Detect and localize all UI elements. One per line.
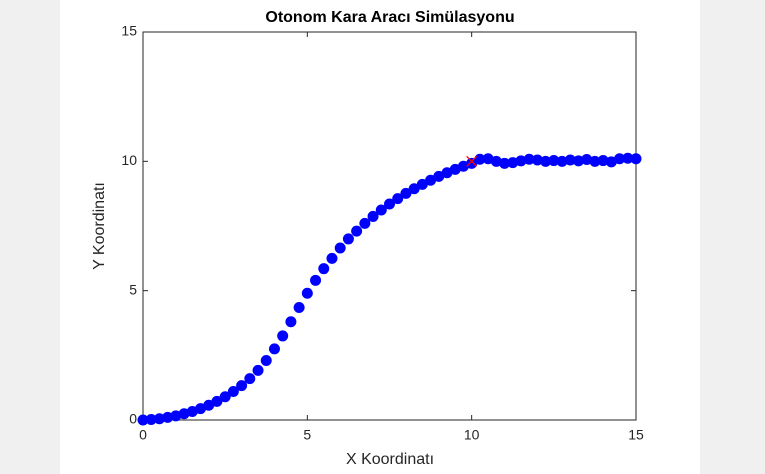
x-tick-label: 10 — [464, 427, 480, 443]
point — [310, 274, 322, 286]
y-tick-label: 10 — [121, 152, 137, 168]
y-tick-label: 0 — [129, 411, 137, 427]
point — [630, 153, 642, 165]
point — [318, 263, 330, 275]
point — [252, 364, 264, 376]
x-axis-label: X Koordinatı — [346, 451, 434, 468]
y-tick-label: 15 — [121, 23, 137, 39]
point — [244, 373, 256, 385]
x-tick-label: 5 — [303, 427, 311, 443]
point — [293, 301, 305, 313]
point — [384, 198, 395, 210]
plot-area — [142, 31, 637, 421]
point — [400, 187, 412, 199]
point — [326, 252, 338, 264]
y-axis-label: Y Koordinatı — [91, 182, 108, 270]
point — [367, 210, 379, 222]
target-marker — [466, 155, 478, 167]
point — [277, 330, 289, 342]
point — [211, 395, 223, 407]
point — [285, 316, 297, 328]
point — [260, 355, 272, 367]
point — [375, 204, 387, 216]
point — [342, 233, 354, 245]
point — [236, 380, 248, 392]
point — [301, 287, 313, 299]
point — [227, 386, 239, 398]
point — [334, 242, 346, 254]
point — [219, 391, 231, 403]
y-tick-label: 5 — [129, 281, 137, 297]
point — [351, 225, 363, 237]
x-tick-label: 15 — [628, 427, 644, 443]
point — [359, 217, 371, 229]
chart-title: Otonom Kara Aracı Simülasyonu — [265, 9, 514, 26]
point — [268, 343, 280, 355]
x-tick-label: 0 — [139, 427, 147, 443]
point — [392, 193, 404, 205]
